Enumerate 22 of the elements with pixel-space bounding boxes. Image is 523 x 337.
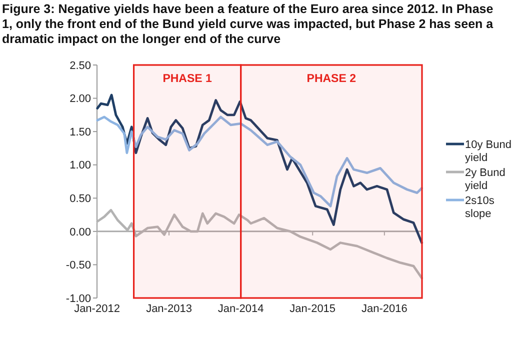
y-tick-label: -1.00 — [66, 292, 91, 305]
legend-label: 10y Bund yield — [465, 139, 512, 164]
y-tick-label: -0.50 — [66, 260, 91, 272]
band-label: PHASE 2 — [306, 73, 356, 85]
band-label: PHASE 1 — [162, 73, 213, 85]
y-tick-label: 0.50 — [70, 192, 91, 205]
x-tick-label: Jan-2012 — [74, 303, 120, 315]
legend-label: 2y Bund yield — [465, 167, 506, 192]
line-series — [96, 94, 424, 244]
line-series — [96, 208, 424, 280]
y-tick-label: 1.50 — [70, 126, 91, 138]
y-tick-label: 0.00 — [70, 226, 91, 238]
line-series — [96, 116, 424, 208]
x-tick-label: Jan-2016 — [361, 303, 408, 315]
x-tick-label: Jan-2013 — [146, 303, 192, 315]
y-tick-label: 2.50 — [70, 60, 91, 72]
x-tick-label: Jan-2015 — [290, 303, 336, 315]
y-tick-label: 2.00 — [70, 93, 91, 106]
x-tick-label: Jan-2014 — [218, 303, 264, 315]
chart-title: Figure 3: Negative yields have been a feature of the Euro area since 2012. In Phase 1, only the front end of the Bund yield curve was impacted, but Phase 2 has seen a dramatic impact on the longer end of the curve — [2, 2, 494, 46]
legend-label: 2s10s slope — [465, 195, 495, 220]
y-tick-label: 1.00 — [70, 160, 91, 172]
